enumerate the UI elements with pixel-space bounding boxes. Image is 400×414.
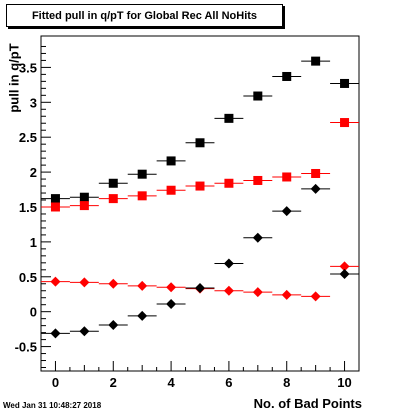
data-point-diamond — [50, 276, 61, 287]
data-point-square — [340, 78, 350, 88]
data-point-square — [340, 118, 350, 128]
data-point-square — [108, 194, 118, 204]
y-tick-label: 3 — [30, 95, 37, 110]
y-tick-label: 2 — [30, 165, 37, 180]
x-tick-label: 0 — [52, 375, 59, 390]
data-point-diamond — [50, 328, 61, 339]
data-point-square — [224, 178, 234, 188]
data-point-diamond — [137, 280, 148, 291]
data-point-diamond — [281, 289, 292, 300]
data-point-diamond — [137, 310, 148, 321]
y-axis-label: pull in q/pT — [6, 43, 22, 113]
data-point-square — [166, 156, 176, 166]
x-tick-label: 2 — [110, 375, 117, 390]
data-point-square — [282, 71, 292, 81]
data-point-diamond — [79, 326, 90, 337]
y-tick-label: 1 — [30, 235, 37, 250]
data-point-square — [253, 175, 263, 185]
data-point-diamond — [281, 206, 292, 217]
axes: 0 2 4 6 8 10 -0.5 0 0.5 1 1.5 2 2.5 3 3.5 — [15, 45, 352, 390]
x-axis-label: No. of Bad Points — [253, 396, 362, 411]
data-point-square — [79, 192, 89, 202]
data-point-square — [50, 194, 60, 204]
data-point-square — [108, 178, 118, 188]
data-point-diamond — [339, 261, 350, 272]
y-tick-label: 0 — [30, 305, 37, 320]
data-point-square — [311, 56, 321, 66]
data-point-diamond — [339, 268, 350, 279]
data-point-diamond — [166, 299, 177, 309]
plot-frame — [40, 35, 360, 372]
data-point-square — [50, 202, 60, 212]
data-point-diamond — [108, 319, 119, 330]
data-point-diamond — [223, 258, 234, 269]
data-point-square — [253, 91, 263, 101]
data-point-square — [282, 172, 292, 182]
data-point-diamond — [195, 282, 205, 293]
data-point-diamond — [310, 291, 321, 302]
data-point-diamond — [108, 278, 119, 289]
data-point-diamond — [252, 232, 263, 243]
data-point-diamond — [223, 285, 234, 296]
data-point-square — [137, 191, 147, 201]
x-tick-label: 6 — [225, 375, 232, 390]
chart-title: Fitted pull in q/pT for Global Rec All N… — [6, 4, 283, 27]
x-tick-label: 4 — [167, 375, 175, 390]
x-tick-label: 10 — [337, 375, 351, 390]
y-tick-label: 0.5 — [19, 270, 37, 285]
data-point-square — [311, 168, 321, 178]
data-point-square — [137, 169, 147, 179]
data-point-diamond — [79, 277, 90, 288]
y-tick-label: 2.5 — [19, 130, 37, 145]
data-point-square — [195, 138, 205, 148]
data-point-square — [79, 201, 89, 211]
y-tick-label: -0.5 — [15, 340, 37, 355]
timestamp: Wed Jan 31 10:48:27 2018 — [3, 401, 102, 410]
y-axis-label-box: pull in q/pT — [3, 28, 25, 128]
data-point-square — [195, 181, 205, 191]
data-point-square — [224, 113, 234, 123]
y-tick-label: 1.5 — [19, 200, 37, 215]
x-tick-label: 8 — [283, 375, 290, 390]
data-point-diamond — [252, 287, 263, 298]
data-series — [41, 56, 359, 339]
data-point-diamond — [166, 282, 177, 293]
data-point-square — [166, 185, 176, 195]
y-tick-label: 3.5 — [19, 60, 37, 75]
data-point-diamond — [310, 183, 321, 194]
